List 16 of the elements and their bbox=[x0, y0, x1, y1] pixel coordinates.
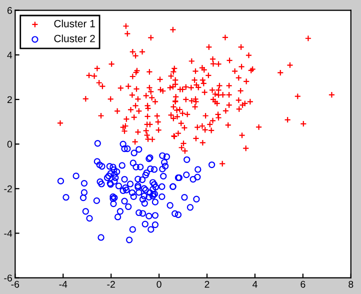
y-tick-label: 2 bbox=[7, 96, 12, 103]
x-tick-label: 2 bbox=[204, 280, 210, 288]
x-tick-label: -4 bbox=[59, 280, 68, 288]
y-tick-label: 0 bbox=[7, 140, 12, 148]
x-tick-label: -2 bbox=[107, 280, 115, 288]
x-tick-label: 6 bbox=[300, 280, 306, 288]
x-tick-label: 0 bbox=[156, 280, 162, 288]
legend-label: Cluster 2 bbox=[54, 34, 95, 42]
y-tick-label: 4 bbox=[7, 52, 12, 58]
y-tick-label: 6 bbox=[7, 7, 12, 14]
y-tick-label: -2 bbox=[4, 185, 12, 192]
y-tick-label: -4 bbox=[4, 230, 12, 237]
x-tick-label: 4 bbox=[252, 280, 258, 288]
legend-label: Cluster 1 bbox=[54, 20, 95, 28]
x-tick-label: 8 bbox=[348, 280, 354, 288]
y-tick-label: -6 bbox=[4, 274, 12, 282]
